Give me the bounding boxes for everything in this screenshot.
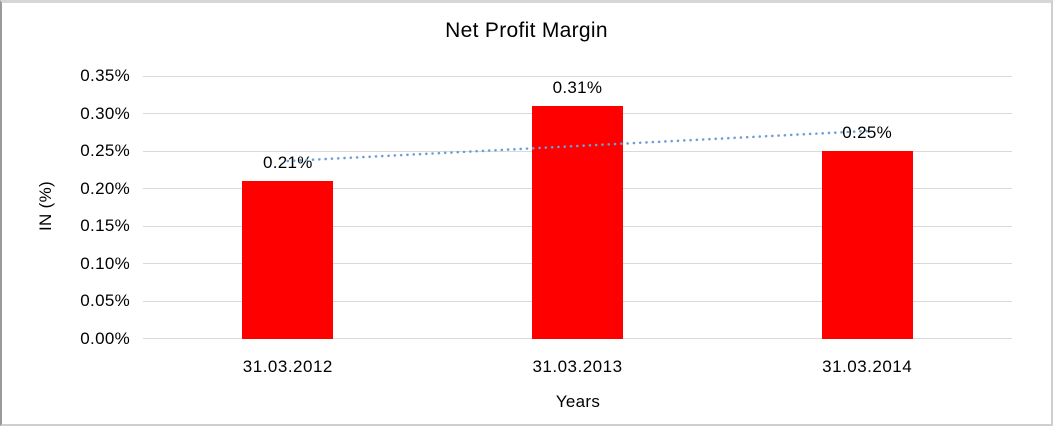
bar-31.03.2014[interactable] [821,151,913,339]
data-label: 0.25% [842,123,893,142]
y-axis-tick-label: 0.05% [80,291,130,310]
y-axis-tick-label: 0.10% [80,253,130,273]
y-axis-tick-label: 0.25% [80,141,130,160]
data-label: 0.31% [552,78,603,97]
bar-31.03.2013[interactable] [532,106,623,339]
y-axis-tick-label: 0.30% [80,103,130,123]
gridline [143,75,1012,77]
bar-31.03.2012[interactable] [242,181,334,339]
x-axis-title: Years [555,392,601,411]
y-axis-tick-label: 0.15% [80,216,130,235]
x-axis-tick-label: 31.03.2013 [532,357,623,376]
x-axis-tick-label: 31.03.2014 [822,357,913,376]
y-axis-tick-label: 0.20% [80,178,130,198]
y-axis-tick-label: 0.00% [80,328,130,348]
y-axis-tick-label: 0.35% [80,66,130,85]
chart-title: Net Profit Margin [445,19,608,42]
x-axis-tick-label: 31.03.2012 [242,357,333,376]
data-label: 0.21% [262,153,313,172]
